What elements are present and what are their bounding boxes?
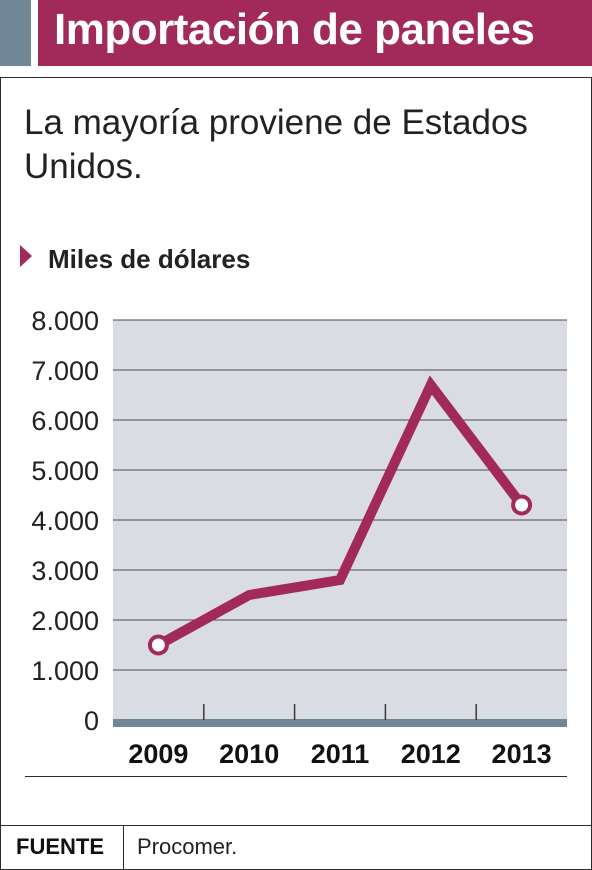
y-tick-label-3: 3.000 — [31, 556, 99, 586]
y-tick-label-7: 7.000 — [31, 356, 99, 386]
chart-subtitle: La mayoría proviene de Estados Unidos. — [24, 103, 528, 186]
y-tick-label-6: 6.000 — [31, 406, 99, 436]
chart-title: Importación de paneles — [54, 5, 535, 54]
line-chart: 0 1.000 2.000 3.000 4.000 5.000 6.000 7.000 8.00… — [31, 306, 567, 769]
x-tick-label-2012: 2012 — [401, 739, 461, 769]
footer-divider — [123, 826, 124, 869]
y-tick-label-2: 2.000 — [31, 606, 99, 636]
series-line-0 — [155, 375, 526, 650]
x-tick-label-2010: 2010 — [219, 739, 279, 769]
unit-label: Miles de dólares — [48, 244, 251, 274]
y-tick-label-8: 8.000 — [31, 306, 99, 336]
x-tick-label-2011: 2011 — [311, 739, 370, 769]
x-tick-label-2009: 2009 — [128, 739, 188, 769]
header-bar: Importación de paneles — [38, 0, 592, 66]
chart-bottom-rule — [25, 776, 567, 777]
y-tick-label-4: 4.000 — [31, 506, 99, 536]
source-value: Procomer. — [137, 834, 238, 859]
unit-arrow-icon — [20, 245, 32, 267]
x-tick-label-2013: 2013 — [492, 739, 552, 769]
x-axis — [113, 719, 567, 727]
header-accent-bar — [0, 0, 31, 66]
footer-rule — [0, 825, 592, 826]
y-tick-label-0: 0 — [84, 706, 99, 736]
y-tick-label-5: 5.000 — [31, 456, 99, 486]
y-tick-label-1: 1.000 — [31, 656, 99, 686]
data-point-2013 — [511, 494, 533, 516]
source-key: FUENTE — [16, 834, 104, 859]
data-point-2009 — [147, 634, 169, 656]
